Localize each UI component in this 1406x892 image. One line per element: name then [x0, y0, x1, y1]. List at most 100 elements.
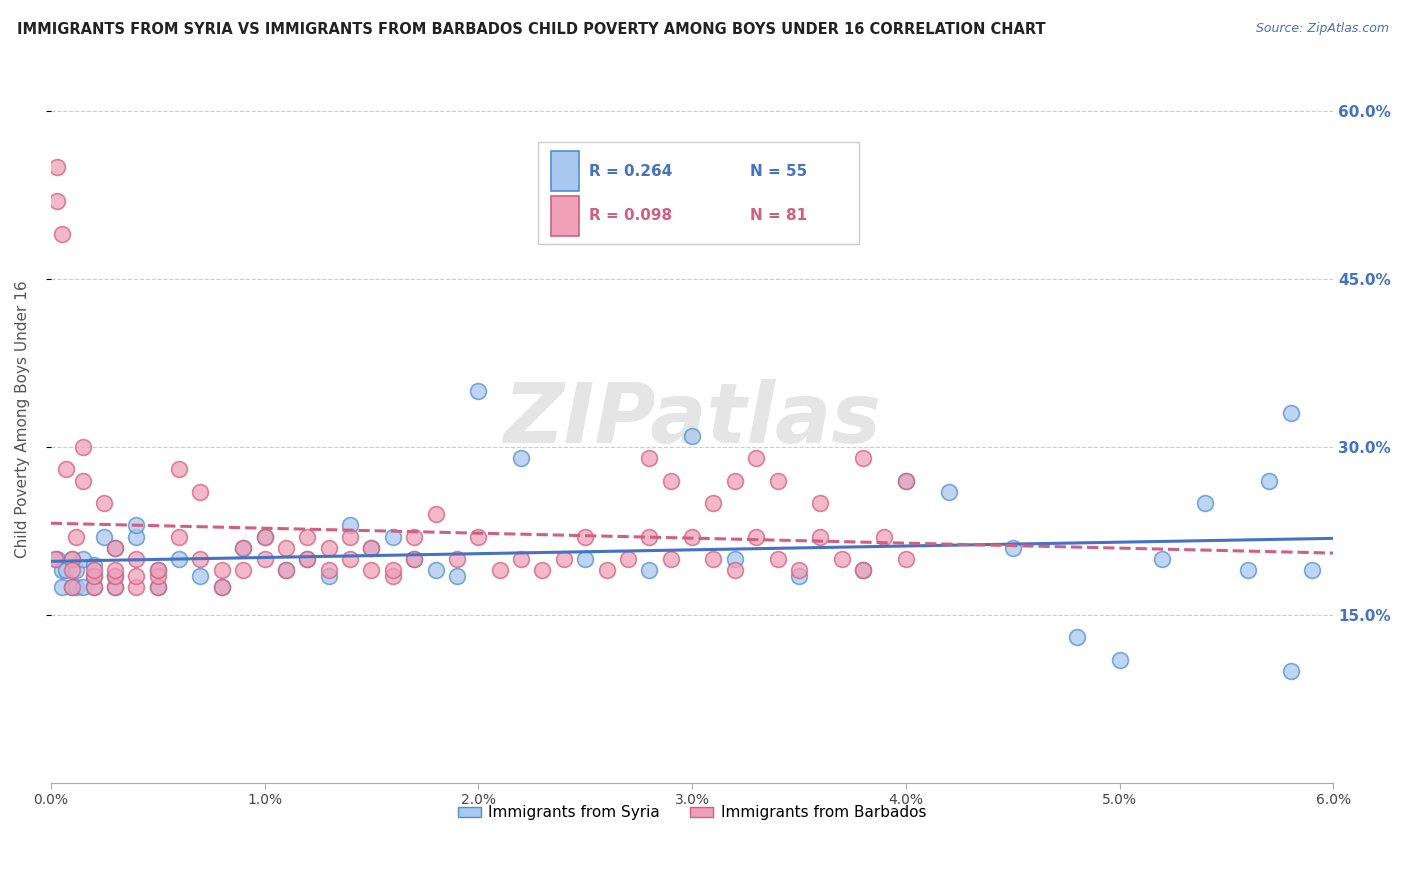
Point	[638, 530, 661, 544]
Point	[55, 563, 77, 577]
Point	[60, 552, 83, 566]
Point	[766, 474, 789, 488]
Point	[51, 227, 73, 242]
Point	[211, 580, 233, 594]
Point	[894, 474, 917, 488]
Point	[146, 563, 169, 577]
Point	[553, 552, 575, 566]
Point	[808, 530, 831, 544]
Point	[745, 530, 768, 544]
Point	[55, 462, 77, 476]
Point	[253, 552, 276, 566]
Point	[104, 569, 127, 583]
Point	[65, 580, 87, 594]
Point	[360, 563, 382, 577]
Point	[46, 194, 69, 208]
Point	[83, 580, 105, 594]
Point	[339, 518, 361, 533]
Point	[1279, 407, 1302, 421]
Point	[446, 552, 468, 566]
Point	[146, 580, 169, 594]
Point	[425, 508, 447, 522]
Point	[659, 552, 682, 566]
Point	[318, 563, 340, 577]
Point	[531, 563, 554, 577]
Point	[46, 552, 69, 566]
Point	[425, 563, 447, 577]
Point	[167, 530, 190, 544]
Point	[638, 451, 661, 466]
Point	[125, 518, 148, 533]
Point	[404, 530, 426, 544]
Point	[190, 552, 212, 566]
Point	[72, 580, 94, 594]
Point	[146, 569, 169, 583]
Point	[232, 541, 254, 555]
Point	[211, 580, 233, 594]
Point	[297, 552, 319, 566]
Point	[125, 552, 148, 566]
Point	[938, 484, 960, 499]
Point	[617, 552, 640, 566]
Text: Source: ZipAtlas.com: Source: ZipAtlas.com	[1256, 22, 1389, 36]
Point	[104, 580, 127, 594]
Point	[467, 384, 489, 398]
Point	[1066, 631, 1088, 645]
FancyBboxPatch shape	[551, 196, 579, 235]
Point	[894, 474, 917, 488]
Point	[60, 552, 83, 566]
Point	[190, 569, 212, 583]
Point	[574, 552, 596, 566]
Point	[253, 530, 276, 544]
Point	[381, 569, 404, 583]
Point	[510, 451, 533, 466]
Point	[93, 496, 115, 510]
Point	[93, 530, 115, 544]
Point	[574, 530, 596, 544]
Point	[83, 580, 105, 594]
Point	[1194, 496, 1216, 510]
Point	[724, 563, 747, 577]
Point	[65, 530, 87, 544]
Point	[146, 580, 169, 594]
Point	[318, 541, 340, 555]
Point	[83, 563, 105, 577]
Point	[681, 429, 703, 443]
Point	[104, 541, 127, 555]
Point	[702, 496, 724, 510]
Text: IMMIGRANTS FROM SYRIA VS IMMIGRANTS FROM BARBADOS CHILD POVERTY AMONG BOYS UNDER: IMMIGRANTS FROM SYRIA VS IMMIGRANTS FROM…	[17, 22, 1046, 37]
Point	[404, 552, 426, 566]
Point	[125, 569, 148, 583]
Point	[44, 552, 66, 566]
Point	[83, 558, 105, 572]
Point	[46, 160, 69, 174]
Point	[1152, 552, 1174, 566]
Point	[339, 552, 361, 566]
Point	[745, 451, 768, 466]
Point	[72, 474, 94, 488]
Point	[510, 552, 533, 566]
Point	[190, 484, 212, 499]
Point	[724, 474, 747, 488]
Point	[72, 440, 94, 454]
Point	[1301, 563, 1323, 577]
Point	[167, 552, 190, 566]
Point	[681, 530, 703, 544]
Point	[488, 563, 510, 577]
Point	[702, 552, 724, 566]
Point	[360, 541, 382, 555]
Point	[125, 580, 148, 594]
Point	[1108, 653, 1130, 667]
Point	[1279, 664, 1302, 678]
Point	[253, 530, 276, 544]
Point	[51, 580, 73, 594]
Point	[831, 552, 853, 566]
Point	[1001, 541, 1024, 555]
Text: R = 0.264: R = 0.264	[589, 163, 673, 178]
Point	[808, 496, 831, 510]
Point	[125, 530, 148, 544]
Point	[381, 530, 404, 544]
Point	[211, 563, 233, 577]
FancyBboxPatch shape	[538, 143, 859, 244]
Point	[104, 563, 127, 577]
